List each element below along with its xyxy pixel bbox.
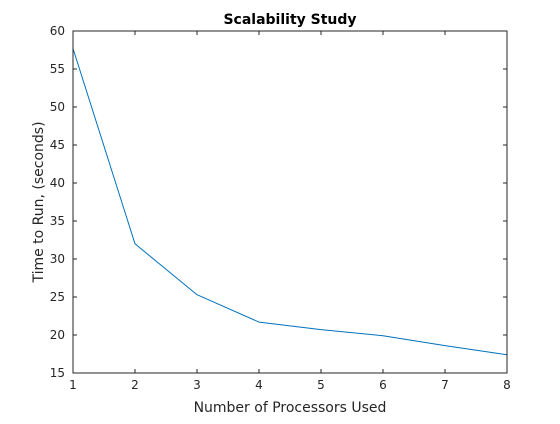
- y-tick-label: 15: [50, 366, 65, 380]
- y-tick-label: 50: [50, 100, 65, 114]
- y-tick-label: 60: [50, 24, 65, 38]
- y-tick-label: 35: [50, 214, 65, 228]
- y-tick-label: 25: [50, 290, 65, 304]
- x-tick-label: 7: [441, 378, 449, 392]
- x-tick-label: 1: [69, 378, 77, 392]
- y-tick-label: 45: [50, 138, 65, 152]
- chart-title: Scalability Study: [223, 12, 356, 28]
- x-tick-label: 8: [503, 378, 511, 392]
- x-axis-label: Number of Processors Used: [194, 400, 387, 416]
- x-tick-label: 6: [379, 378, 387, 392]
- x-tick-label: 5: [317, 378, 325, 392]
- y-tick-label: 20: [50, 328, 65, 342]
- y-tick-label: 40: [50, 176, 65, 190]
- y-axis-label: Time to Run, (seconds): [31, 121, 47, 283]
- y-tick-label: 30: [50, 252, 65, 266]
- y-tick-label: 55: [50, 62, 65, 76]
- plot-area: [73, 31, 507, 373]
- x-tick-label: 4: [255, 378, 263, 392]
- x-tick-label: 3: [193, 378, 201, 392]
- x-tick-label: 2: [131, 378, 139, 392]
